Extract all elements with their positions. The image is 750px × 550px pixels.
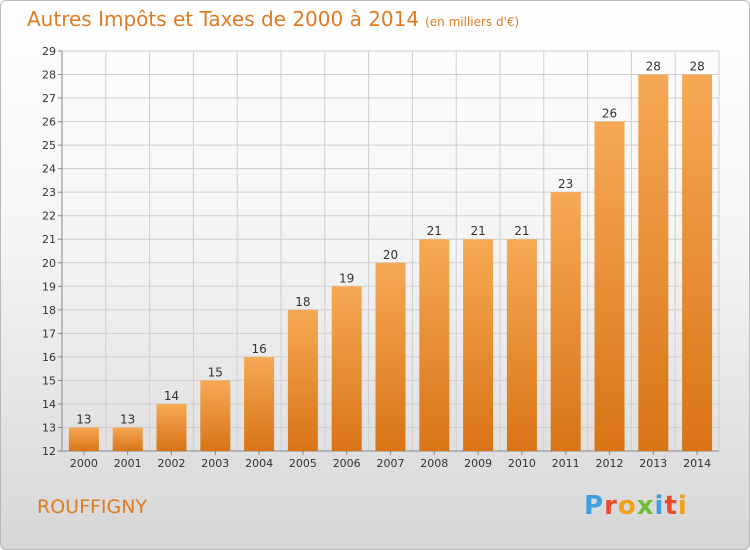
data-label: 15 [208,365,223,379]
data-label: 28 [689,60,704,74]
bar [200,380,231,451]
x-tick-label: 2010 [508,457,536,470]
x-tick-label: 2008 [420,457,448,470]
y-tick-label: 24 [42,163,56,176]
data-label: 13 [76,412,91,426]
data-label: 20 [383,248,398,262]
x-tick-label: 2002 [158,457,186,470]
y-tick-label: 12 [42,445,56,458]
proxiti-logo: Proxiti [584,491,688,521]
bar [156,403,187,451]
x-tick-label: 2004 [245,457,273,470]
x-tick-label: 2005 [289,457,317,470]
data-label: 14 [164,389,179,403]
y-tick-label: 14 [42,398,56,411]
data-label: 16 [251,342,266,356]
x-tick-label: 2014 [683,457,711,470]
x-tick-label: 2003 [201,457,229,470]
data-label: 21 [427,224,442,238]
y-tick-label: 22 [42,210,56,223]
data-label: 21 [470,224,485,238]
y-tick-label: 23 [42,186,56,199]
bar [331,286,362,451]
y-tick-label: 16 [42,351,56,364]
data-label: 19 [339,271,354,285]
title-unit: (en milliers d'€) [425,15,520,29]
x-tick-label: 2007 [377,457,405,470]
bar [244,356,275,451]
y-tick-label: 28 [42,69,56,82]
data-label: 23 [558,177,573,191]
bar [506,239,537,451]
y-tick-label: 26 [42,116,56,129]
y-tick-label: 27 [42,92,56,105]
y-tick-label: 21 [42,233,56,246]
data-label: 21 [514,224,529,238]
data-label: 26 [602,107,617,121]
y-tick-label: 29 [42,45,56,58]
title-text: Autres Impôts et Taxes de 2000 à 2014 [27,7,420,31]
y-tick-label: 17 [42,327,56,340]
labels: 12 13 14 15 16 17 18 19 20 21 22 23 24 25 26 27 28 29 13 20… [42,45,711,470]
bar [682,74,713,451]
chart-title: Autres Impôts et Taxes de 2000 à 2014 (en… [27,7,519,31]
x-tick-label: 2013 [639,457,667,470]
y-tick-label: 19 [42,280,56,293]
commune-name: ROUFFIGNY [37,496,148,518]
x-tick-label: 2012 [596,457,624,470]
x-tick-label: 2011 [552,457,580,470]
bar [638,74,669,451]
bar [68,427,99,451]
bar [594,121,625,452]
bar [287,309,318,451]
y-tick-label: 15 [42,374,56,387]
bar [112,427,143,451]
data-label: 28 [646,60,661,74]
bars [68,74,713,452]
bar [463,239,494,451]
data-label: 13 [120,412,135,426]
bar [375,262,406,451]
y-tick-label: 18 [42,304,56,317]
y-tick-label: 20 [42,257,56,270]
data-label: 18 [295,295,310,309]
x-tick-label: 2001 [114,457,142,470]
bar [550,192,581,452]
x-tick-label: 2009 [464,457,492,470]
x-tick-label: 2000 [70,457,98,470]
bar [419,239,450,451]
y-tick-label: 13 [42,421,56,434]
y-tick-label: 25 [42,139,56,152]
x-tick-label: 2006 [333,457,361,470]
